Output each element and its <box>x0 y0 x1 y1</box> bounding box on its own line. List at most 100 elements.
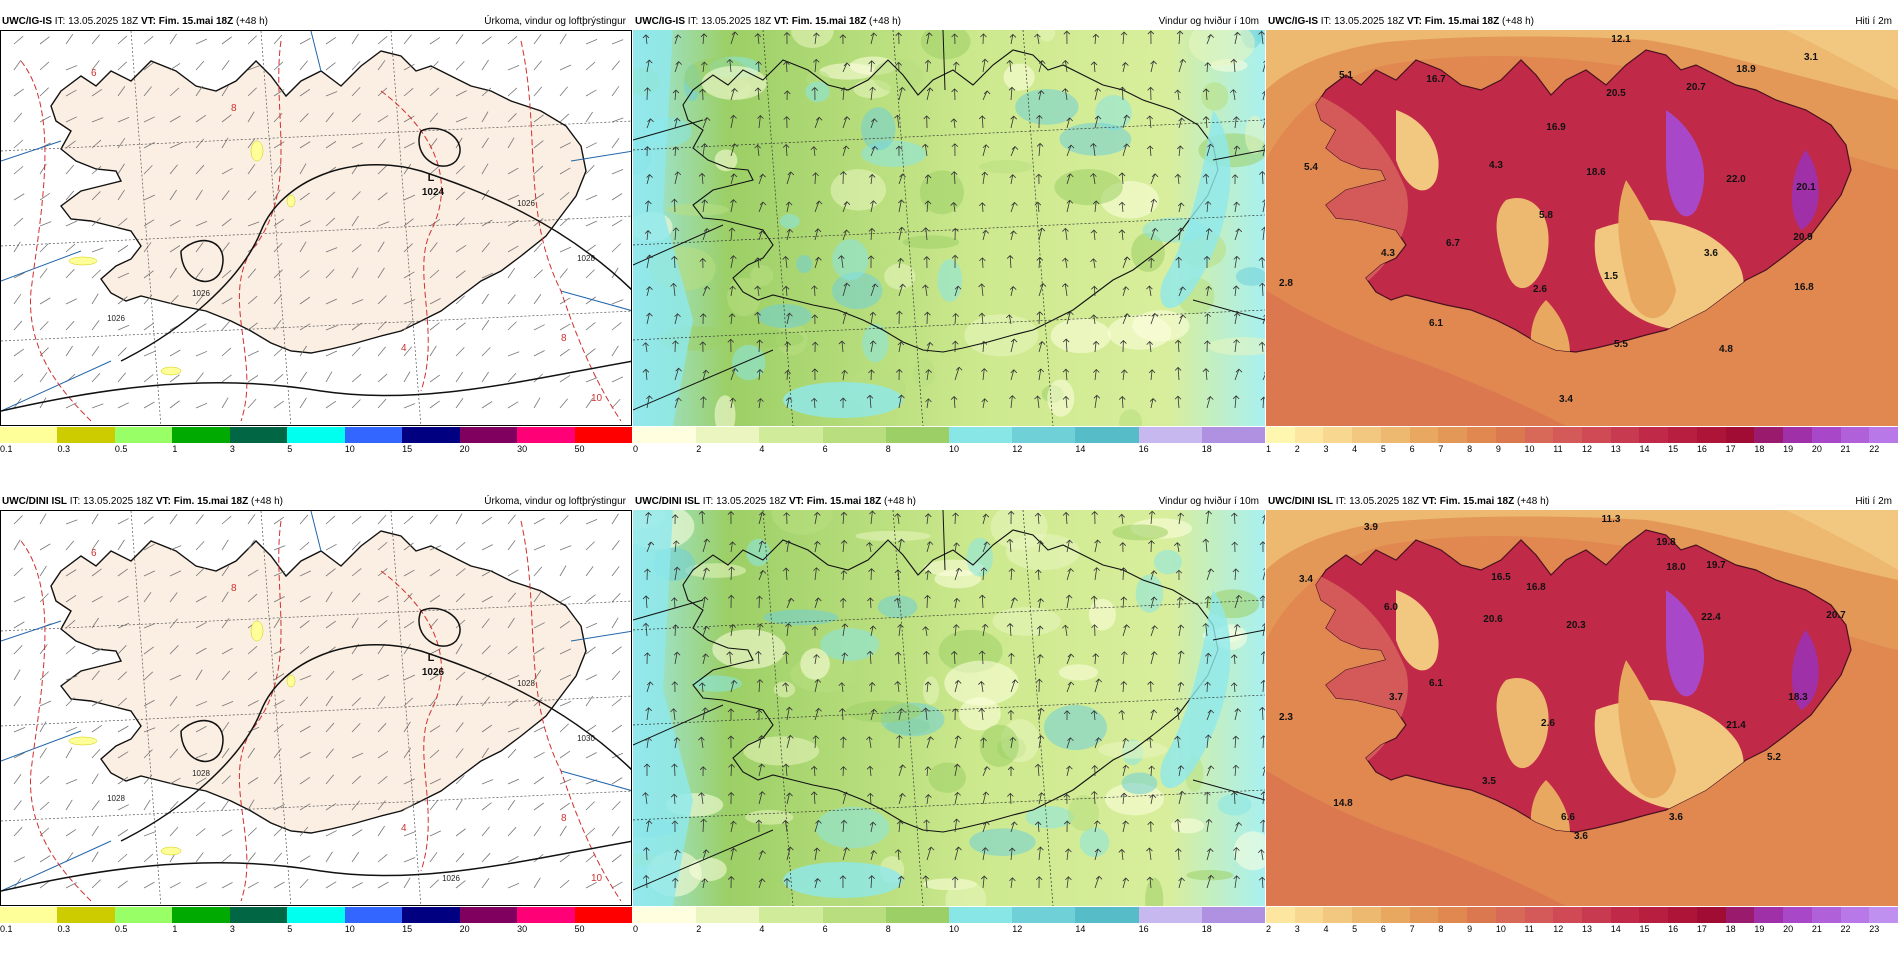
wind-arrow <box>1065 876 1072 889</box>
wind-barb <box>65 164 75 175</box>
wind-patch <box>693 675 742 692</box>
temperature-value: 11.3 <box>1602 514 1621 525</box>
wind-arrow <box>758 511 766 525</box>
wind-barb <box>429 192 440 201</box>
wind-barb <box>429 61 439 71</box>
wind-arrow <box>981 58 989 73</box>
wind-arrow <box>1066 568 1074 581</box>
wind-barb <box>429 725 441 733</box>
wind-arrow <box>1119 86 1126 101</box>
wind-arrow <box>756 595 763 609</box>
wind-map <box>633 30 1265 426</box>
wind-barb <box>325 325 338 331</box>
scale-tick-label: 15 <box>402 444 413 454</box>
wind-barb <box>195 138 205 149</box>
color-swatch <box>759 427 824 443</box>
wind-barb <box>585 695 594 707</box>
wind-barb <box>429 749 440 759</box>
wind-barb <box>559 167 571 175</box>
panel-run-info: UWC/IG-IS IT: 13.05.2025 18Z VT: Fim. 15… <box>635 14 901 30</box>
valid-time-label: VT: <box>788 496 804 507</box>
wind-barb <box>117 347 127 357</box>
wind-arrow <box>894 849 902 861</box>
wind-barb <box>13 752 25 759</box>
wind-arrow <box>1034 763 1042 777</box>
wind-barb <box>507 64 520 71</box>
scale-tick-label: 5 <box>1380 444 1386 454</box>
wind-arrow <box>897 341 905 353</box>
wind-arrow <box>978 312 986 325</box>
color-swatch <box>1138 907 1203 923</box>
wind-arrow <box>1177 512 1185 525</box>
wind-barb <box>507 372 517 383</box>
wind-arrow <box>1119 542 1127 553</box>
wind-barb <box>377 800 386 811</box>
valid-time: Fim. 15.mai 18Z <box>173 496 249 507</box>
wind-barb <box>143 799 151 811</box>
wind-barb <box>221 721 230 733</box>
wind-arrow <box>1008 652 1015 665</box>
wind-barb <box>13 727 26 733</box>
wind-barb <box>65 116 77 123</box>
wind-barb <box>611 322 622 331</box>
panel-run-info: UWC/IG-IS IT: 13.05.2025 18Z VT: Fim. 15… <box>1268 14 1534 30</box>
wind-arrow <box>897 257 905 269</box>
wind-barb <box>611 345 619 357</box>
wind-barb <box>325 695 334 707</box>
wind-arrow <box>698 510 706 525</box>
wind-barb <box>403 697 414 707</box>
wind-arrow <box>925 369 932 381</box>
wind-arrow <box>702 567 710 581</box>
wind-barb <box>507 113 517 123</box>
wind-arrow <box>1262 371 1265 381</box>
isobar-label: 1026 <box>107 314 125 323</box>
wind-arrow <box>978 708 985 721</box>
wind-arrow <box>702 227 711 241</box>
temperature-value: 22.0 <box>1726 174 1746 185</box>
wind-barb <box>611 670 621 681</box>
color-swatch <box>1524 427 1554 443</box>
lead-time: (+48 h) <box>251 496 283 507</box>
wind-barb <box>533 60 542 71</box>
wind-barb <box>299 645 310 655</box>
wind-barb <box>533 697 543 707</box>
wind-arrow <box>867 255 875 269</box>
wind-barb <box>403 621 415 629</box>
wind-barb <box>403 674 416 681</box>
wind-barb <box>455 568 466 577</box>
wind-barb <box>481 826 490 837</box>
wind-arrow <box>868 875 876 889</box>
wind-barb <box>325 247 338 253</box>
wind-barb <box>429 594 441 603</box>
wind-arrow <box>895 32 902 45</box>
wind-barb <box>533 825 542 837</box>
wind-arrow <box>1092 200 1100 213</box>
wind-barb <box>39 87 49 97</box>
wind-barb <box>143 165 153 175</box>
wind-arrow <box>1150 625 1158 637</box>
wind-barb <box>429 37 441 45</box>
temperature-value: 4.3 <box>1381 248 1395 259</box>
wind-arrow <box>1093 567 1101 581</box>
wind-barb <box>507 569 519 577</box>
precip-contour-label: 8 <box>231 583 237 594</box>
wind-arrow <box>1066 117 1073 129</box>
iceland-landmass <box>50 50 587 354</box>
wind-barb <box>143 646 154 655</box>
wind-arrow <box>814 678 822 693</box>
wind-barb <box>533 669 542 681</box>
wind-arrow <box>1065 848 1072 861</box>
wind-barb <box>117 402 129 409</box>
panel-header: UWC/DINI ISL IT: 13.05.2025 18Z VT: Fim.… <box>1266 494 1898 510</box>
wind-arrow <box>1066 173 1074 185</box>
wind-barb <box>533 751 545 759</box>
wind-arrow <box>729 397 737 409</box>
wind-barb <box>507 698 519 707</box>
temperature-value: 4.8 <box>1719 344 1733 355</box>
wind-arrow <box>1066 144 1075 157</box>
wind-arrow <box>897 623 904 637</box>
wind-arrow <box>839 708 846 721</box>
color-swatch <box>1201 907 1266 923</box>
wind-barb <box>377 854 388 863</box>
wind-barb <box>39 372 48 383</box>
